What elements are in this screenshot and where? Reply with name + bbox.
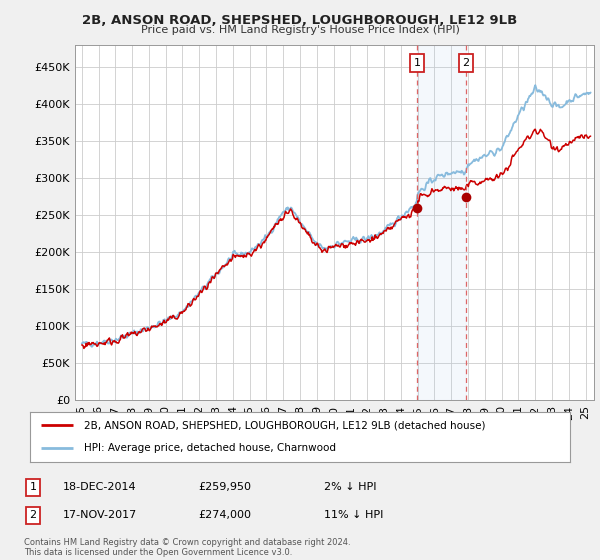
Text: 1: 1 <box>29 482 37 492</box>
Text: HPI: Average price, detached house, Charnwood: HPI: Average price, detached house, Char… <box>84 444 336 454</box>
Text: 1: 1 <box>413 58 421 68</box>
Text: Contains HM Land Registry data © Crown copyright and database right 2024.
This d: Contains HM Land Registry data © Crown c… <box>24 538 350 557</box>
Bar <box>417 45 466 400</box>
Text: 17-NOV-2017: 17-NOV-2017 <box>63 510 137 520</box>
Text: 2: 2 <box>29 510 37 520</box>
Text: 2B, ANSON ROAD, SHEPSHED, LOUGHBOROUGH, LE12 9LB (detached house): 2B, ANSON ROAD, SHEPSHED, LOUGHBOROUGH, … <box>84 420 485 430</box>
Text: £274,000: £274,000 <box>198 510 251 520</box>
Text: 18-DEC-2014: 18-DEC-2014 <box>63 482 137 492</box>
Text: 2: 2 <box>463 58 470 68</box>
Text: 11% ↓ HPI: 11% ↓ HPI <box>324 510 383 520</box>
Text: Price paid vs. HM Land Registry's House Price Index (HPI): Price paid vs. HM Land Registry's House … <box>140 25 460 35</box>
Text: 2% ↓ HPI: 2% ↓ HPI <box>324 482 377 492</box>
Text: 2B, ANSON ROAD, SHEPSHED, LOUGHBOROUGH, LE12 9LB: 2B, ANSON ROAD, SHEPSHED, LOUGHBOROUGH, … <box>82 14 518 27</box>
Text: £259,950: £259,950 <box>198 482 251 492</box>
